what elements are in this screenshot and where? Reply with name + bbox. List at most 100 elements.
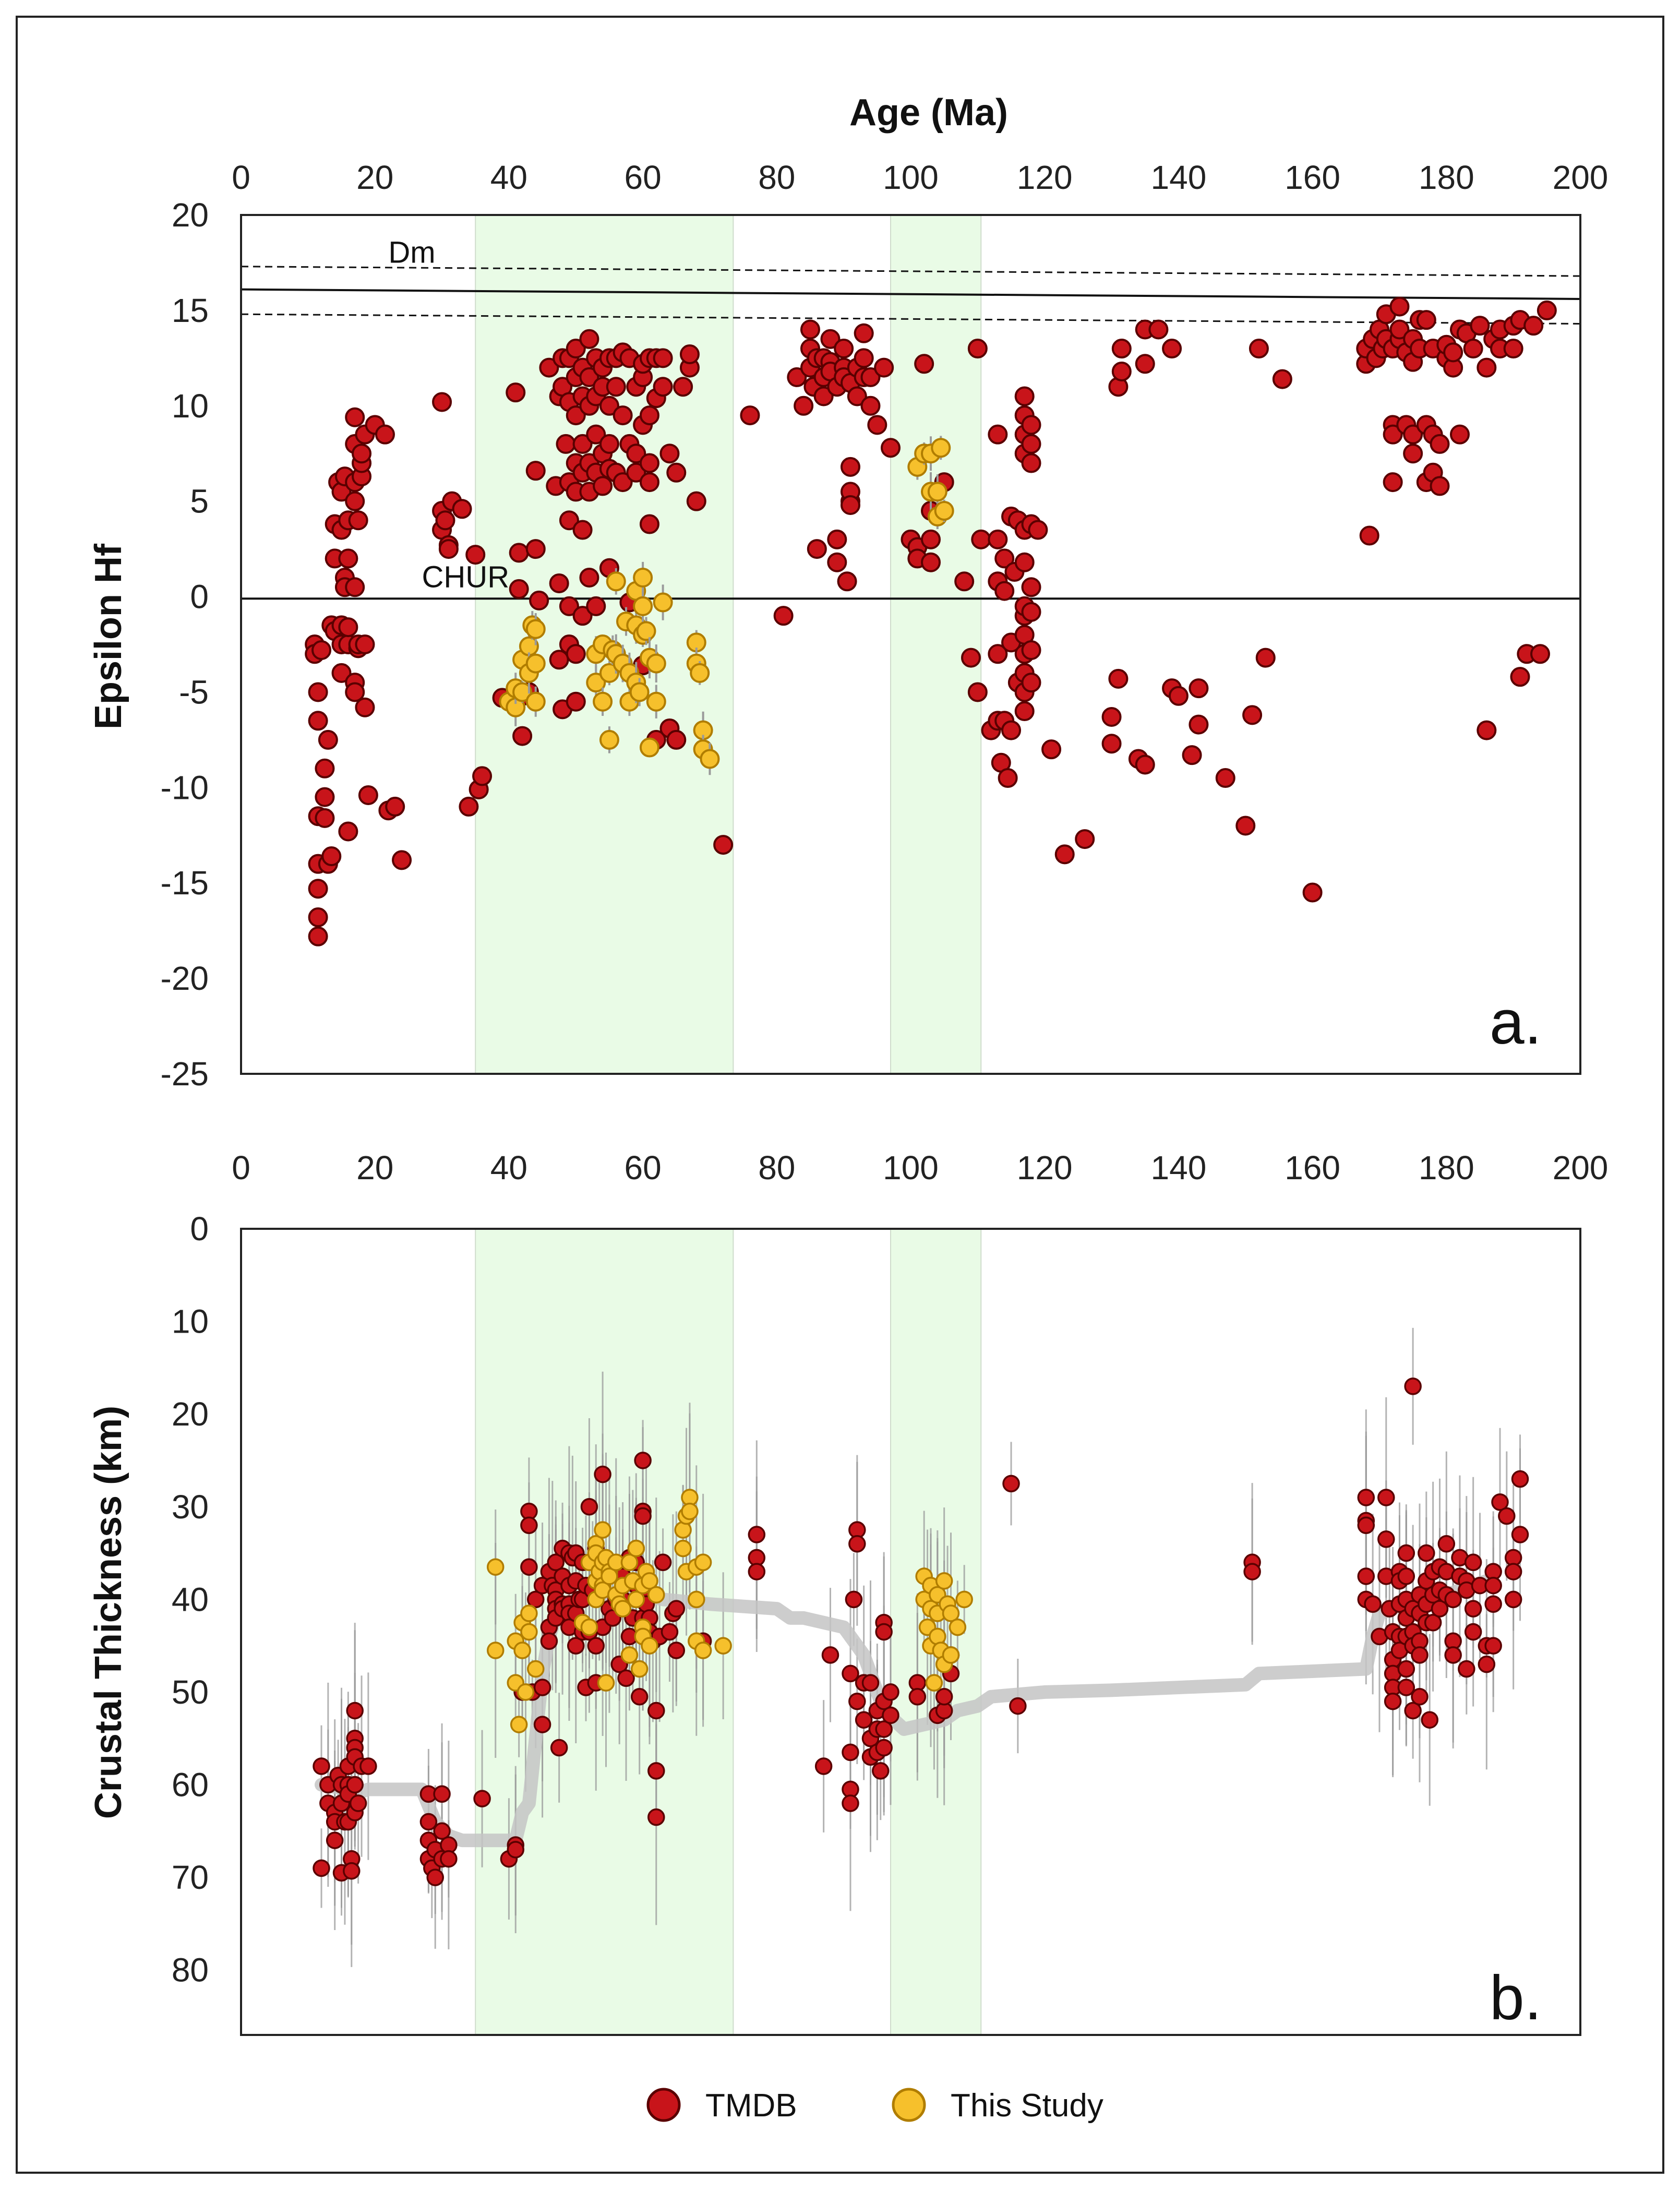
x-tick-label: 160	[1285, 1149, 1340, 1187]
study-point	[674, 1539, 692, 1558]
tmdb-point	[1111, 361, 1132, 381]
study-point	[620, 1646, 639, 1664]
tmdb-point	[659, 444, 680, 464]
study-point	[653, 592, 673, 613]
y-tick-label: -20	[161, 960, 209, 997]
tmdb-point	[686, 491, 706, 511]
study-point	[513, 1642, 531, 1659]
study-point	[593, 691, 613, 712]
tmdb-point	[1404, 1378, 1422, 1395]
study-point	[517, 1683, 535, 1701]
tmdb-point	[338, 548, 358, 569]
tmdb-point	[346, 1776, 364, 1794]
x-tick-label: 200	[1553, 1149, 1609, 1187]
study-point	[641, 1572, 658, 1590]
tmdb-point	[617, 1669, 635, 1687]
tmdb-point	[988, 529, 1008, 549]
tmdb-point	[914, 354, 934, 374]
tmdb-point	[842, 1794, 859, 1812]
y-tick-label: -25	[161, 1055, 209, 1093]
tmdb-point	[998, 768, 1018, 788]
tmdb-point	[679, 344, 700, 365]
tmdb-point	[549, 573, 569, 593]
x-tick-label: 180	[1419, 159, 1474, 196]
tmdb-point	[308, 711, 328, 731]
tmdb-point	[473, 1790, 491, 1807]
tmdb-point	[748, 1526, 766, 1543]
tmdb-point	[587, 1637, 605, 1655]
tmdb-point	[1404, 1702, 1422, 1720]
tmdb-point	[1021, 453, 1041, 473]
tmdb-point	[1384, 1692, 1402, 1710]
tmdb-point	[507, 1841, 524, 1859]
study-point	[925, 1674, 943, 1692]
tmdb-point	[647, 1762, 665, 1780]
y-tick-label: 40	[172, 1580, 209, 1618]
tmdb-point	[352, 444, 372, 464]
tmdb-point	[634, 1507, 652, 1525]
tmdb-point	[871, 1762, 890, 1780]
dm-lower-line	[241, 313, 1581, 325]
study-point	[520, 1604, 538, 1622]
tmdb-point	[1537, 300, 1557, 320]
y-tick-label: 0	[190, 578, 209, 616]
tmdb-point	[326, 1831, 344, 1849]
tmdb-point	[1108, 668, 1129, 689]
study-point	[633, 596, 653, 616]
tmdb-point	[1054, 844, 1075, 865]
y-tick-label: 50	[172, 1673, 209, 1711]
tmdb-point	[348, 510, 368, 531]
y-tick-label: 20	[172, 196, 209, 234]
tmdb-point	[988, 644, 1008, 664]
tmdb-point	[1418, 1544, 1435, 1562]
tmdb-point	[848, 1535, 866, 1553]
y-tick-label: 10	[172, 387, 209, 425]
x-tick-label: 60	[625, 1149, 662, 1187]
tmdb-point	[820, 329, 841, 349]
y-tick-label: 0	[190, 1210, 209, 1248]
panel-a: 0 20 40 60 80 100 120 140 160 180 200 20 15 10 5 0 -5 -1…	[88, 92, 1608, 1093]
tmdb-point	[308, 682, 328, 702]
tmdb-point	[842, 1743, 859, 1762]
study-point	[681, 1502, 699, 1520]
tmdb-point	[1397, 1660, 1415, 1678]
tmdb-point	[834, 339, 854, 359]
tmdb-point	[355, 634, 375, 654]
panel-b: 0 20 40 60 80 100 120 140 160 180 200 0 10 20 30 40 50 6…	[88, 1149, 1609, 2036]
tmdb-point	[419, 1813, 438, 1831]
tmdb-point	[343, 1862, 361, 1880]
tmdb-point	[566, 644, 586, 664]
panel-b-plot-area	[240, 1228, 1581, 2036]
tmdb-point	[1464, 1553, 1482, 1572]
study-point	[629, 682, 650, 702]
tmdb-point	[1021, 640, 1041, 660]
tmdb-point	[1403, 444, 1423, 464]
tmdb-point	[1523, 316, 1544, 336]
x-tick-label: 40	[490, 159, 527, 196]
tmdb-point	[874, 357, 894, 378]
x-tick-label: 140	[1151, 159, 1207, 196]
chur-label: CHUR	[422, 560, 510, 594]
tmdb-point	[539, 357, 559, 378]
tmdb-point	[847, 386, 867, 406]
tmdb-point	[313, 1859, 330, 1877]
tmdb-point	[580, 1498, 598, 1516]
tmdb-point	[1001, 720, 1022, 740]
tmdb-point	[961, 648, 981, 668]
tmdb-point	[385, 796, 405, 817]
study-point	[620, 1553, 639, 1572]
tmdb-point	[308, 907, 328, 928]
tmdb-point	[1272, 369, 1292, 389]
tmdb-point	[842, 1664, 859, 1683]
tmdb-point	[880, 438, 901, 458]
x-tick-label: 100	[883, 1149, 939, 1187]
tmdb-point	[814, 1757, 833, 1775]
tmdb-point	[452, 499, 472, 519]
tmdb-point	[654, 1553, 672, 1572]
x-tick-label: 200	[1553, 159, 1609, 196]
tmdb-point	[593, 476, 613, 496]
tmdb-point	[1028, 520, 1048, 540]
study-point	[694, 1553, 712, 1572]
tmdb-point	[647, 1808, 665, 1826]
